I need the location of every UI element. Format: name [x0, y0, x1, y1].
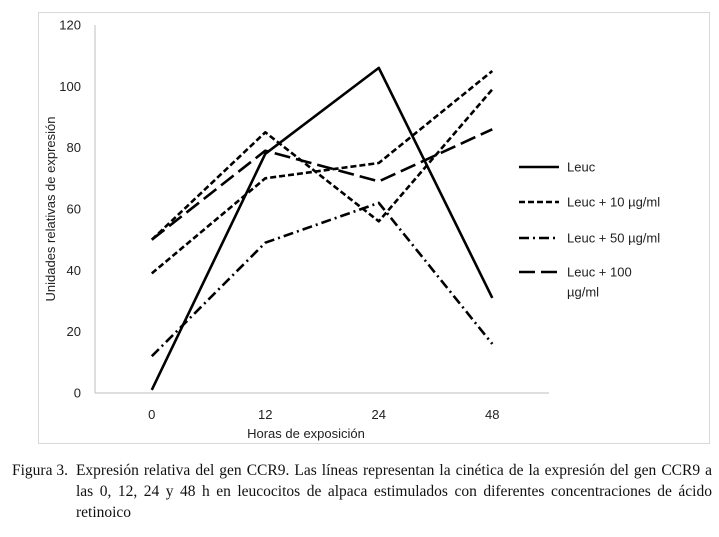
- series-line-5: [150, 88, 494, 241]
- y-tick-label: 80: [67, 140, 81, 155]
- y-tick-label: 100: [59, 79, 81, 94]
- legend-label-1: Leuc: [567, 160, 596, 175]
- line-chart: 0 20 40 60 80 100 120 0 12 24 48 Horas de exposició…: [43, 18, 660, 442]
- legend-label-4: µg/ml: [567, 285, 599, 300]
- legend-label-4: Leuc + 100: [567, 265, 632, 280]
- legend-label-3: Leuc + 50 µg/ml: [567, 231, 660, 246]
- y-tick-label: 120: [59, 18, 81, 33]
- x-tick-label: 24: [372, 407, 386, 422]
- figure-caption: Figura 3. Expresión relativa del gen CCR…: [12, 460, 712, 523]
- y-axis-title: Unidades relativas de expresión: [43, 117, 58, 302]
- chart-frame: 0 20 40 60 80 100 120 0 12 24 48 Horas de exposició…: [38, 12, 710, 444]
- y-tick-label: 60: [67, 202, 81, 217]
- x-tick-label: 48: [485, 407, 499, 422]
- x-axis-title: Horas de exposición: [247, 426, 365, 441]
- series-line-3: [150, 201, 494, 358]
- y-tick-label: 0: [74, 386, 81, 401]
- x-tick-label: 12: [258, 407, 272, 422]
- series-line-4: [150, 128, 493, 241]
- caption-label: Figura 3.: [12, 462, 68, 479]
- series-line-1: [150, 66, 494, 391]
- x-tick-label: 0: [148, 407, 155, 422]
- series-line-2: [150, 69, 494, 275]
- legend-label-2: Leuc + 10 µg/ml: [567, 195, 660, 210]
- y-tick-label: 40: [67, 263, 81, 278]
- caption-text: Expresión relativa del gen CCR9. Las lín…: [75, 462, 712, 521]
- y-tick-label: 20: [67, 324, 81, 339]
